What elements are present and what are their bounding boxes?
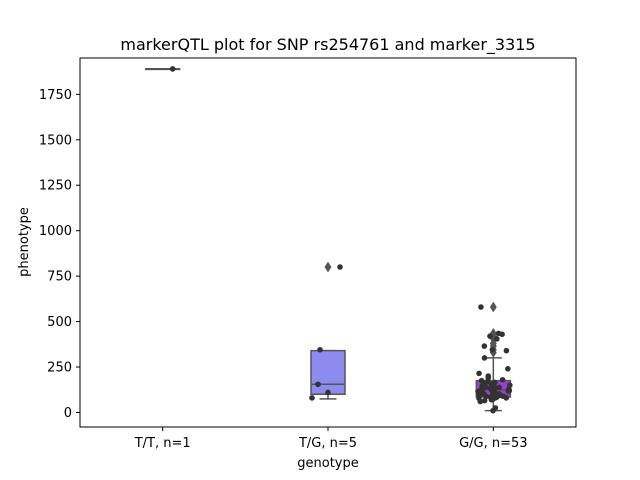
data-point [476, 370, 482, 377]
data-point [317, 346, 323, 353]
data-point [492, 405, 499, 411]
y-tick-label: 250 [47, 361, 72, 376]
chart-marks [144, 66, 513, 414]
data-point [505, 366, 511, 372]
data-point [489, 346, 496, 353]
data-point [494, 336, 500, 342]
data-point [492, 379, 498, 386]
y-tick-label: 500 [47, 315, 72, 330]
outlier-marker [489, 301, 497, 313]
data-point [485, 373, 492, 379]
data-point [478, 304, 484, 310]
data-point [478, 377, 485, 384]
data-point [481, 343, 488, 349]
data-point [337, 264, 343, 270]
data-point [487, 333, 493, 339]
outlier-marker [324, 261, 332, 273]
outlier-marker [489, 327, 497, 339]
y-tick-label: 0 [64, 406, 72, 421]
y-tick-label: 1750 [39, 88, 72, 103]
data-point [499, 376, 506, 383]
data-point [309, 395, 315, 401]
data-point [315, 381, 321, 388]
data-point [481, 355, 488, 361]
y-tick-label: 750 [47, 270, 72, 285]
data-point [325, 389, 331, 396]
y-tick-label: 1250 [39, 179, 72, 194]
data-point [507, 382, 513, 388]
data-point [503, 347, 510, 354]
x-tick-label: G/G, n=53 [459, 436, 527, 451]
data-point [496, 384, 502, 391]
y-tick-label: 1000 [39, 224, 72, 239]
x-axis-label: genotype [297, 456, 358, 471]
data-point [169, 66, 176, 72]
y-tick-label: 1500 [39, 133, 72, 148]
y-axis-label: phenotype [17, 207, 32, 277]
data-point [487, 385, 494, 392]
chart-axes: 0 250 500 750 1000 1250 1500 1750 T/T, n=1 T/G, n… [39, 88, 528, 451]
chart-title: markerQTL plot for SNP rs254761 and mark… [120, 35, 535, 55]
x-tick-label: T/G, n=5 [298, 436, 357, 451]
x-tick-label: T/T, n=1 [134, 436, 191, 451]
data-point [495, 330, 502, 337]
box [310, 349, 346, 396]
data-point [492, 385, 498, 391]
